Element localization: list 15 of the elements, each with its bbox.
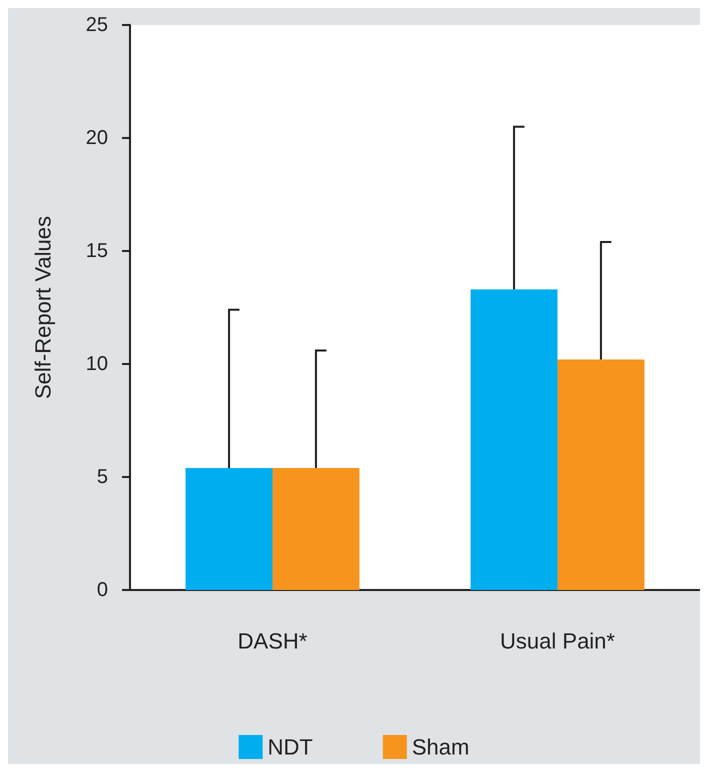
y-tick-label: 25 <box>86 14 108 36</box>
x-tick-label: Usual Pain* <box>500 628 616 654</box>
bar <box>272 468 360 590</box>
y-axis-title: Self-Report Values <box>30 216 56 400</box>
y-tick-label: 20 <box>86 127 108 149</box>
x-tick-label: DASH* <box>238 628 308 654</box>
y-tick-label: 15 <box>86 240 108 262</box>
bar <box>558 359 644 590</box>
y-tick-label: 5 <box>96 466 108 488</box>
y-tick-label: 0 <box>96 579 108 601</box>
bar <box>470 289 558 590</box>
bar <box>186 468 272 590</box>
legend-label: NDT <box>268 734 313 760</box>
legend-label: Sham <box>412 734 470 760</box>
y-tick-label: 10 <box>86 353 108 375</box>
